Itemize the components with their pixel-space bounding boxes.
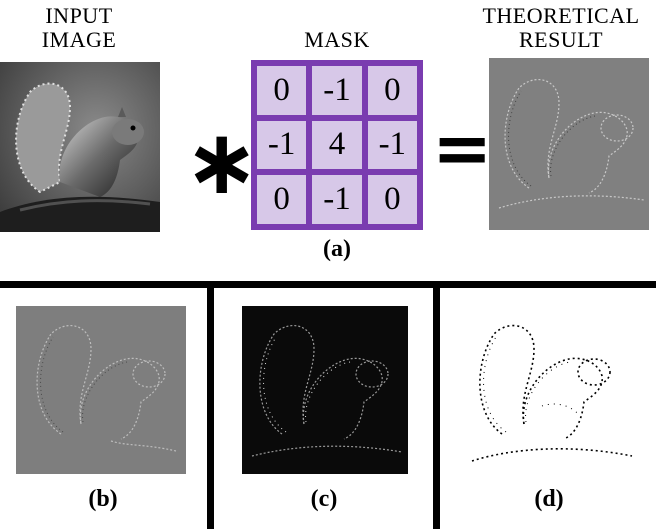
result-image-d (462, 306, 638, 476)
mask-grid: 0 -1 0 -1 4 -1 0 -1 0 (251, 60, 423, 230)
mask-cell: 0 (257, 66, 307, 115)
input-image-label: INPUT IMAGE (0, 4, 158, 52)
convolution-symbol: ∗ (184, 110, 260, 215)
caption-b: (b) (88, 486, 118, 512)
input-image (0, 62, 160, 232)
theoretical-result-label: THEORETICAL RESULT (466, 4, 656, 52)
mask-cell: -1 (257, 120, 307, 170)
mask-cell: 4 (312, 120, 362, 170)
mask-label: MASK (304, 27, 370, 52)
result-label-line2: RESULT (518, 27, 604, 52)
result-image-c (242, 306, 408, 474)
mask-cell: -1 (312, 175, 362, 224)
caption-d: (d) (534, 486, 564, 512)
vertical-divider-left (207, 281, 214, 529)
horizontal-divider (0, 281, 656, 288)
mask-cell: 0 (257, 175, 307, 224)
caption-c: (c) (310, 486, 338, 512)
mask-cell: -1 (367, 120, 417, 170)
result-image-b (16, 306, 186, 474)
mask-cell: 0 (367, 66, 417, 115)
caption-a: (a) (323, 236, 351, 262)
input-label-line1: INPUT (45, 3, 113, 28)
theoretical-result-image (489, 58, 649, 230)
input-label-line2: IMAGE (41, 27, 117, 52)
result-label-line1: THEORETICAL (482, 3, 640, 28)
mask-cell: -1 (312, 66, 362, 115)
equals-symbol: = (432, 106, 493, 190)
mask-cell: 0 (367, 175, 417, 224)
vertical-divider-right (433, 281, 440, 529)
